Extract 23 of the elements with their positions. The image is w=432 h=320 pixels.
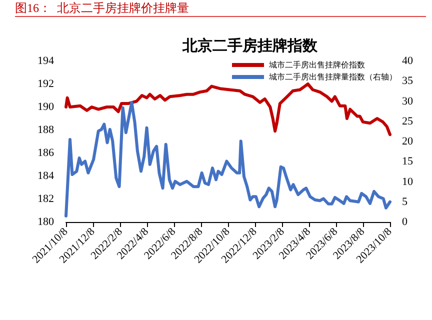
y-tick-label: 188 bbox=[38, 124, 54, 136]
chart-title: 图16： 北京二手房挂牌价挂牌量 bbox=[15, 1, 426, 17]
y2-tick-label: 20 bbox=[402, 136, 414, 148]
y2-tick-label: 5 bbox=[402, 196, 408, 208]
y2-tick-label: 10 bbox=[402, 176, 414, 188]
y2-tick-label: 0 bbox=[402, 216, 408, 228]
y-tick-label: 194 bbox=[38, 55, 54, 67]
y2-tick-label: 35 bbox=[402, 75, 414, 88]
y-tick-label: 192 bbox=[38, 78, 54, 90]
y2-tick-label: 15 bbox=[402, 156, 414, 168]
line-series bbox=[64, 100, 392, 218]
legend-label: 城市二手房出售挂牌量指数（右轴） bbox=[268, 72, 397, 82]
y-tick-label: 182 bbox=[38, 193, 54, 205]
legend-label: 城市二手房出售挂牌价指数 bbox=[268, 60, 365, 70]
y2-tick-label: 40 bbox=[402, 55, 414, 67]
y-tick-label: 180 bbox=[38, 216, 54, 228]
y2-tick-label: 25 bbox=[402, 115, 414, 128]
chart-subtitle: 北京二手房挂牌指数 bbox=[182, 36, 318, 54]
y-tick-label: 184 bbox=[38, 170, 54, 182]
y-tick-label: 190 bbox=[38, 101, 54, 113]
line-series bbox=[64, 82, 392, 136]
y2-tick-label: 30 bbox=[402, 95, 414, 108]
y-tick-label: 186 bbox=[38, 147, 54, 159]
